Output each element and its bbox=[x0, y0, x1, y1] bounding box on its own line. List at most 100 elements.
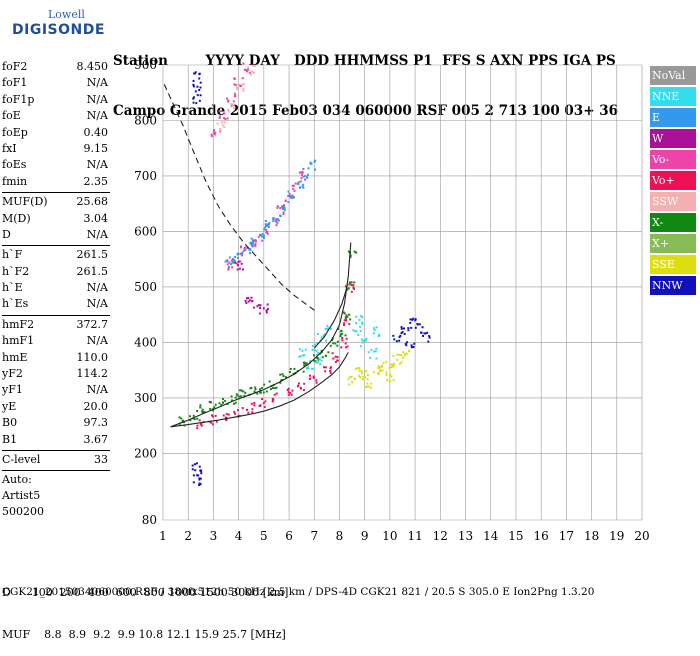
data-point bbox=[223, 117, 226, 120]
param-separator bbox=[2, 470, 110, 472]
data-point bbox=[332, 342, 335, 345]
data-point bbox=[246, 66, 249, 69]
data-point bbox=[331, 352, 334, 355]
data-point bbox=[349, 375, 352, 378]
data-point bbox=[261, 235, 264, 238]
data-point bbox=[242, 62, 245, 65]
data-point bbox=[364, 338, 367, 341]
data-point bbox=[279, 373, 282, 376]
param-value: 110.0 bbox=[76, 350, 109, 364]
data-point bbox=[239, 260, 242, 263]
data-point bbox=[268, 221, 271, 224]
data-point bbox=[236, 264, 239, 267]
data-point bbox=[260, 387, 263, 390]
data-point bbox=[305, 362, 308, 365]
data-point bbox=[332, 357, 335, 360]
data-point bbox=[316, 361, 319, 364]
data-point bbox=[301, 349, 304, 352]
data-point bbox=[214, 131, 217, 134]
param-value: 261.5 bbox=[76, 264, 109, 278]
param-value: N/A bbox=[86, 227, 108, 241]
data-point bbox=[198, 478, 201, 481]
data-point bbox=[377, 335, 380, 338]
data-point bbox=[218, 110, 221, 113]
data-point bbox=[297, 181, 300, 184]
data-point bbox=[236, 394, 239, 397]
data-point bbox=[324, 370, 327, 373]
param-key: foF2 bbox=[2, 60, 28, 73]
data-point bbox=[353, 281, 356, 284]
param-row: yF2 114.2 bbox=[2, 367, 110, 383]
data-point bbox=[259, 391, 262, 394]
data-point bbox=[276, 205, 279, 208]
param-value: N/A bbox=[86, 76, 108, 90]
data-point bbox=[381, 369, 384, 372]
data-point bbox=[199, 469, 202, 472]
param-row: hmE 110.0 bbox=[2, 351, 110, 367]
data-point bbox=[248, 299, 251, 302]
data-point bbox=[263, 383, 266, 386]
data-point bbox=[262, 391, 265, 394]
data-point bbox=[254, 239, 257, 242]
data-point bbox=[200, 472, 203, 475]
param-key: MUF(D) bbox=[2, 195, 48, 209]
data-point bbox=[390, 375, 393, 378]
param-row: hmF2 372.7 bbox=[2, 318, 110, 334]
data-point bbox=[223, 112, 226, 115]
legend-item: X+ bbox=[650, 234, 696, 253]
param-key: M(D) bbox=[2, 211, 31, 225]
data-point bbox=[198, 484, 201, 487]
data-point bbox=[228, 256, 231, 259]
param-value: 20.0 bbox=[83, 399, 109, 413]
data-point bbox=[298, 355, 301, 358]
data-point bbox=[302, 370, 305, 373]
data-point bbox=[233, 92, 236, 95]
data-point bbox=[192, 414, 195, 417]
x-tick-label: 20 bbox=[634, 529, 649, 543]
param-row: h`Es N/A bbox=[2, 297, 110, 313]
data-point bbox=[313, 349, 316, 352]
data-point bbox=[350, 376, 353, 379]
data-point bbox=[423, 332, 426, 335]
x-tick-label: 12 bbox=[433, 529, 448, 543]
data-point bbox=[253, 65, 256, 68]
data-point bbox=[234, 256, 237, 259]
data-point bbox=[379, 369, 382, 372]
data-point bbox=[234, 396, 237, 399]
data-point bbox=[245, 301, 248, 304]
x-tick-label: 8 bbox=[336, 529, 344, 543]
data-point bbox=[395, 340, 398, 343]
data-point bbox=[241, 251, 244, 254]
curve-trace-upper bbox=[170, 242, 352, 428]
data-point bbox=[329, 371, 332, 374]
data-point bbox=[348, 323, 351, 326]
data-point bbox=[406, 352, 409, 355]
data-point bbox=[258, 404, 261, 407]
data-point bbox=[226, 260, 229, 263]
param-key: fxI bbox=[2, 141, 17, 155]
data-point bbox=[327, 351, 330, 354]
data-point bbox=[334, 361, 337, 364]
data-point bbox=[418, 323, 421, 326]
data-point bbox=[275, 224, 278, 227]
param-key: h`E bbox=[2, 281, 23, 295]
data-point bbox=[326, 328, 329, 331]
data-point bbox=[322, 366, 325, 369]
data-point bbox=[244, 391, 247, 394]
data-point bbox=[218, 402, 221, 405]
data-point bbox=[312, 354, 315, 357]
data-point bbox=[293, 189, 296, 192]
data-point bbox=[272, 386, 275, 389]
data-point bbox=[299, 355, 302, 358]
data-point bbox=[263, 406, 266, 409]
data-point bbox=[261, 397, 264, 400]
data-point bbox=[225, 97, 228, 100]
data-point bbox=[289, 367, 292, 370]
data-point bbox=[198, 77, 201, 80]
data-point bbox=[340, 333, 343, 336]
auto-text: Artist5 bbox=[2, 489, 41, 503]
data-point bbox=[192, 481, 195, 484]
x-tick-label: 17 bbox=[559, 529, 574, 543]
param-row: fmin 2.35 bbox=[2, 175, 110, 191]
data-point bbox=[194, 469, 197, 472]
